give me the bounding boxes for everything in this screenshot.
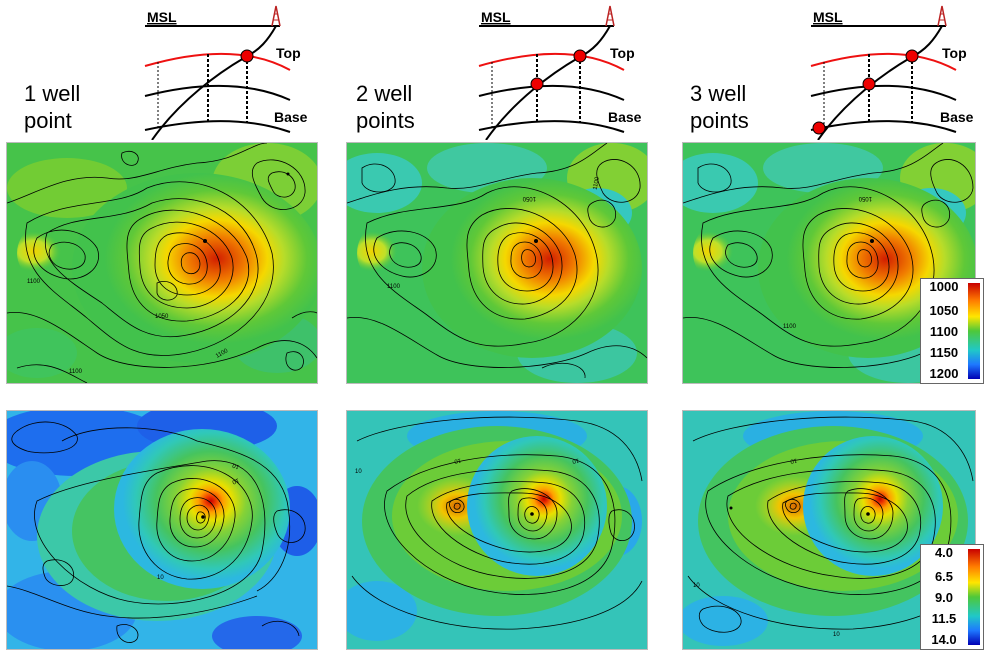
uncertainty-map-2: 10 10 10 — [346, 410, 648, 650]
contour-label: 1100 — [69, 369, 83, 375]
contour-label: 1100 — [783, 324, 797, 330]
contour-label: 10 — [231, 461, 240, 469]
contour-label: 10 — [231, 477, 240, 485]
depth-colorbar-tick: 1000 — [929, 279, 959, 294]
contour-label: 1050 — [155, 314, 169, 320]
depth-colorbar-tick: 1050 — [929, 303, 959, 318]
well-point-marker — [240, 49, 254, 63]
well-point-marker — [862, 77, 876, 91]
base-label: Base — [608, 109, 642, 125]
contour-label: 10 — [453, 457, 461, 464]
base-label: Base — [274, 109, 308, 125]
well-diagram-1: MSL Top Base — [144, 5, 308, 140]
depth-colorbar-gradient — [968, 283, 980, 379]
uncertainty-colorbar-gradient — [968, 549, 980, 645]
contour-label: 10 — [693, 583, 700, 589]
column-1-label-line2: point — [24, 108, 72, 133]
column-3-label-line2: points — [690, 108, 749, 133]
depth-colorbar: 1000 1050 1100 1150 1200 — [920, 278, 984, 384]
well-diagram-2: MSL Top Base — [478, 5, 642, 140]
depth-map-1: 1050 1100 1100 1100 — [6, 142, 318, 384]
msl-label: MSL — [481, 9, 511, 25]
uncertainty-colorbar-tick: 4.0 — [934, 545, 954, 560]
column-3-label: 3 well points — [690, 80, 749, 134]
uncertainty-colorbar-tick: 9.0 — [934, 590, 954, 605]
uncertainty-colorbar-tick: 6.5 — [934, 569, 954, 584]
column-1-label-line1: 1 well — [24, 81, 81, 106]
contour-label: 10 — [355, 469, 362, 475]
uncertainty-colorbar-tick: 11.5 — [931, 611, 957, 626]
contour-label: 1050 — [858, 195, 872, 201]
uncertainty-colorbar: 4.0 6.5 9.0 11.5 14.0 — [920, 544, 984, 650]
contour-label: 10 — [833, 632, 840, 638]
contour-label: 1100 — [387, 284, 401, 290]
contour-label: 10 — [789, 457, 797, 464]
msl-label: MSL — [813, 9, 843, 25]
contour-label: 10 — [157, 575, 164, 581]
contour-label: 1100 — [27, 279, 41, 285]
contour-label: 1100 — [215, 348, 230, 360]
well-point-marker — [905, 49, 919, 63]
column-2-label-line1: 2 well — [356, 81, 413, 106]
base-label: Base — [940, 109, 974, 125]
column-2-label: 2 well points — [356, 80, 415, 134]
column-2-label-line2: points — [356, 108, 415, 133]
depth-map-3: 1050 1100 — [682, 142, 976, 384]
uncertainty-colorbar-tick: 14.0 — [931, 632, 957, 647]
contour-label: 10 — [571, 457, 579, 464]
depth-map-2: 1050 1100 1100 — [346, 142, 648, 384]
derrick-icon — [271, 5, 281, 27]
well-point-marker — [530, 77, 544, 91]
contour-label: 1100 — [593, 176, 601, 190]
column-3-label-line1: 3 well — [690, 81, 747, 106]
well-diagram-3: MSL Top Base — [810, 5, 974, 140]
depth-colorbar-tick: 1100 — [929, 324, 959, 339]
depth-colorbar-tick: 1200 — [929, 366, 959, 381]
top-label: Top — [942, 45, 967, 61]
top-label: Top — [610, 45, 635, 61]
derrick-icon — [605, 5, 615, 27]
well-point-marker — [812, 121, 826, 135]
msl-label: MSL — [147, 9, 177, 25]
uncertainty-map-1: 10 10 10 — [6, 410, 318, 650]
top-label: Top — [276, 45, 301, 61]
depth-colorbar-tick: 1150 — [929, 345, 959, 360]
uncertainty-map-3: 10 10 10 — [682, 410, 976, 650]
column-1-label: 1 well point — [24, 80, 80, 134]
derrick-icon — [937, 5, 947, 27]
contour-label: 1050 — [522, 195, 536, 201]
well-point-marker — [573, 49, 587, 63]
